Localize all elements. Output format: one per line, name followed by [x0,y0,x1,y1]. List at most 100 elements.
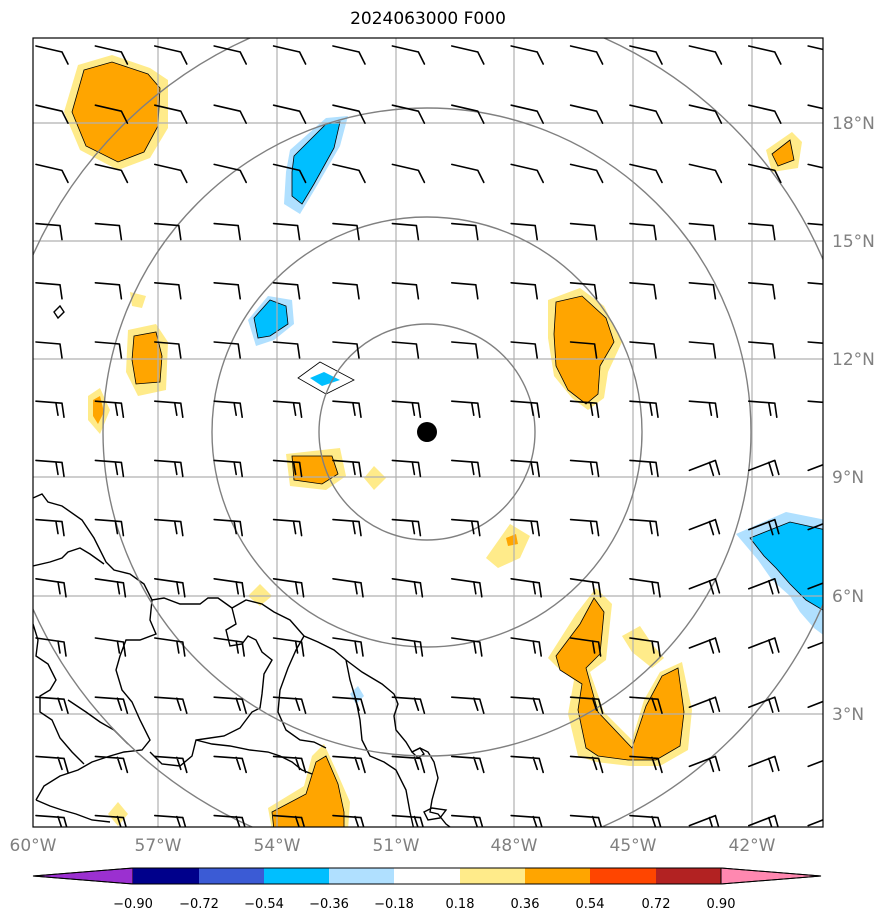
range-ring-1 [318,323,536,541]
wind-barb [569,222,598,241]
lat-label: 6°N [832,587,864,607]
wind-barb [569,45,604,65]
colorbar-tick-label: 0.72 [642,897,671,912]
colorbar-segment [199,868,264,884]
wind-barb [272,222,301,241]
wind-barb [451,518,481,537]
border-inner2 [345,659,415,827]
wind-barb [569,400,600,418]
wind-barb [332,459,362,478]
island-small [53,304,65,320]
wind-barb [35,282,63,300]
wind-barb [391,755,426,774]
wind-barb [688,104,723,124]
lon-label: 51°W [373,836,420,856]
wind-barb [332,637,364,657]
wind-barb [748,104,782,124]
wind-barb [35,400,65,418]
range-ring-3 [102,107,752,757]
wind-barb [391,341,420,359]
wind-barb [629,222,657,241]
wind-barb [35,578,67,598]
wind-barb [569,104,604,124]
wind-barb [451,282,479,300]
lat-label: 18°N [832,114,875,134]
wind-barb [688,459,721,477]
colorbar-tick-label: 0.36 [511,897,540,912]
shade-area-se-core [555,597,685,761]
shade-area-blue3-core [310,372,340,386]
wind-barb [451,104,485,124]
wind-barb [35,163,69,184]
wind-barb [272,459,303,478]
wind-barb [629,755,663,774]
range-rings [33,38,823,827]
wind-barb [688,755,721,773]
wind-barb [451,45,485,65]
shade-area-east-core [553,295,615,405]
wind-barb [332,104,366,124]
island-south [423,807,448,821]
wind-barb [332,341,360,359]
shade-area-small2 [248,584,272,606]
wind-barb [391,163,426,184]
longitude-axis: 60°W 57°W 54°W 51°W 48°W 45°W 42°W [10,836,776,856]
wind-barb [688,163,723,184]
wind-barb [510,755,544,774]
wind-barb [332,222,360,241]
wind-barb [807,163,823,169]
wind-barb [688,696,721,713]
wind-barb [510,400,540,418]
wind-barb [748,163,782,184]
coastline [33,304,452,827]
wind-barb [154,400,184,418]
border-guyana [33,547,105,567]
wind-barb [94,755,129,774]
wind-barb [332,578,364,598]
wind-barb [213,518,243,537]
wind-barb [213,104,247,124]
wind-barb [94,104,129,124]
wind-barb [451,578,483,598]
border-brazil-c [35,799,111,823]
wind-barb [94,400,125,418]
coastline-main [33,493,452,827]
shade-area-south2 [108,802,128,826]
wind-barb [35,518,65,537]
lon-label: 45°W [610,836,657,856]
wind-barb [272,400,303,418]
wind-barb [510,163,544,184]
wind-barb [94,696,129,714]
wind-barb [629,637,661,657]
wind-barb [391,282,420,300]
wind-barb [510,222,538,241]
wind-barbs [35,45,823,827]
wind-barb [688,578,721,595]
wind-barb [807,282,823,285]
wind-barb [391,696,426,714]
wind-barb [154,578,186,598]
wind-barb [154,637,186,657]
wind-barb [272,637,305,657]
wind-barb [94,459,125,478]
wind-barb [748,222,776,241]
wind-barb [807,400,823,404]
wind-barb [213,459,243,478]
wind-barb [451,341,479,359]
wind-barb [154,45,188,65]
wind-barb [569,696,604,714]
wind-barb [272,696,307,714]
latitude-axis: 18°N 15°N 12°N 9°N 6°N 3°N [832,114,875,725]
wind-barb [748,45,782,65]
wind-barb [391,578,424,598]
wind-barb [451,163,485,184]
wind-barb [35,45,69,65]
border-inner [277,635,327,749]
colorbar-tick-label: −0.36 [309,897,349,912]
lon-label: 42°W [729,836,776,856]
wind-barb [272,518,303,537]
map-frame [32,37,824,828]
wind-barb [807,104,823,110]
wind-barb [688,222,717,241]
wind-barb [94,578,127,598]
